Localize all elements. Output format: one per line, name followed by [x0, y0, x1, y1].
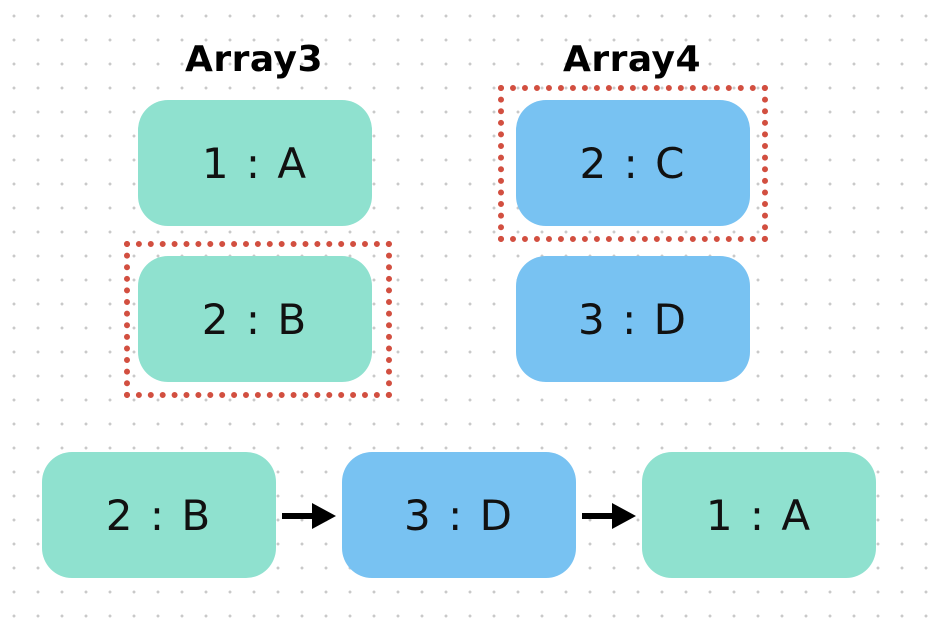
arrow-icon	[582, 503, 636, 529]
array3-node-2: 2 : B	[138, 256, 372, 382]
result-node-2: 3 : D	[342, 452, 576, 578]
array3-node-1: 1 : A	[138, 100, 372, 226]
node-label: 2 : C	[579, 138, 687, 188]
result-node-1: 2 : B	[42, 452, 276, 578]
node-label: 2 : B	[201, 294, 309, 344]
node-label: 2 : B	[105, 490, 213, 540]
array3-heading: Array3	[184, 39, 324, 80]
node-label: 1 : A	[705, 490, 813, 540]
arrow-icon	[282, 503, 336, 529]
array4-highlight-box	[498, 85, 768, 242]
result-node-3: 1 : A	[642, 452, 876, 578]
node-label: 1 : A	[201, 138, 309, 188]
node-label: 3 : D	[578, 294, 688, 344]
node-label: 3 : D	[404, 490, 514, 540]
array4-node-2: 3 : D	[516, 256, 750, 382]
array4-heading: Array4	[562, 39, 702, 80]
array4-node-1: 2 : C	[516, 100, 750, 226]
array3-highlight-box	[124, 241, 392, 398]
